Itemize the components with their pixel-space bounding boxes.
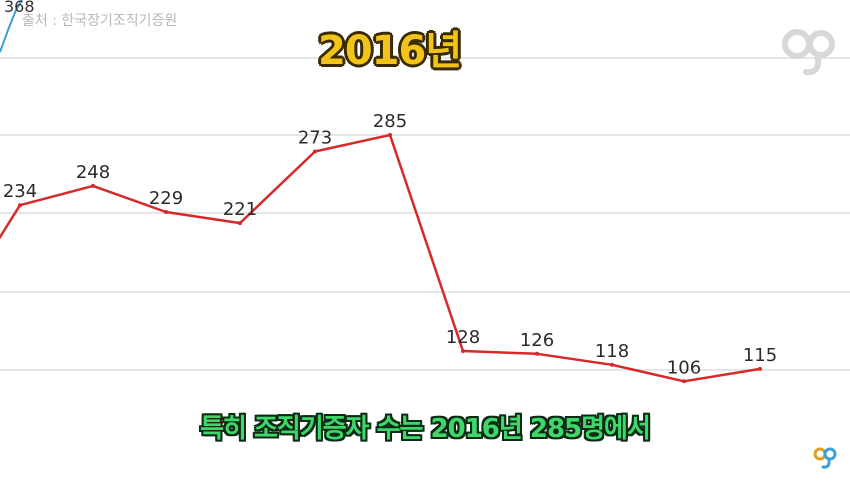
data-label: 128 xyxy=(446,327,480,348)
data-labels: 234 248 229 221 273 285 128 126 118 106 115 xyxy=(3,111,777,378)
data-label: 285 xyxy=(373,111,407,132)
data-label: 126 xyxy=(520,330,554,351)
data-label: 229 xyxy=(149,188,183,209)
source-text: 출처 : 한국장기조직기증원 xyxy=(22,13,178,29)
data-point xyxy=(535,351,539,356)
data-label: 106 xyxy=(667,357,701,378)
data-label: 221 xyxy=(223,199,257,220)
data-point xyxy=(164,210,168,214)
data-label: 118 xyxy=(595,341,629,362)
grid-lines xyxy=(0,57,850,371)
data-point xyxy=(238,221,242,226)
data-point xyxy=(610,362,614,367)
data-point xyxy=(682,379,686,384)
series-line xyxy=(0,133,762,384)
watermark-logo-icon xyxy=(782,29,835,76)
data-point xyxy=(313,149,317,154)
partial-series-label: 368 xyxy=(4,0,35,16)
series-polyline xyxy=(0,133,761,383)
data-point xyxy=(758,366,762,371)
data-point xyxy=(388,133,392,137)
partial-series-line xyxy=(0,0,23,53)
data-label: 234 xyxy=(3,181,37,202)
data-label: 248 xyxy=(76,162,110,183)
data-label: 273 xyxy=(298,128,332,149)
corner-logo-icon xyxy=(813,447,837,469)
caption-subtitle: 특히 조직기증자 수는 2016년 285명에서 xyxy=(200,414,651,444)
data-point xyxy=(91,183,95,188)
data-point xyxy=(461,349,465,353)
partial-series: 368 xyxy=(0,0,35,53)
data-label: 115 xyxy=(743,345,777,366)
year-overlay: 2016년 xyxy=(318,28,462,74)
data-point xyxy=(18,203,22,208)
